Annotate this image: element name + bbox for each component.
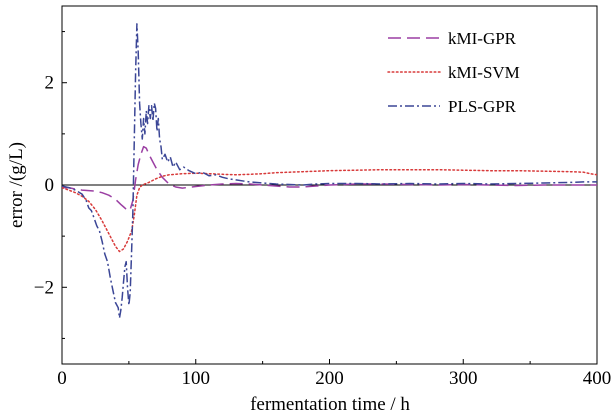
series-line-kmi-svm	[62, 168, 597, 253]
x-tick-label: 300	[449, 368, 478, 389]
x-tick-label: 200	[315, 368, 344, 389]
y-tick-label: 2	[45, 73, 55, 94]
series-line-kmi-gpr	[62, 145, 597, 212]
y-axis: −2 0 2	[34, 31, 67, 339]
y-tick-label: 0	[45, 175, 55, 196]
series-layer	[62, 23, 597, 319]
series-line-pls-gpr	[62, 23, 597, 319]
legend-label: PLS-GPR	[448, 97, 517, 116]
x-tick-label: 0	[57, 368, 67, 389]
x-axis: 0 100 200 300 400	[57, 359, 611, 389]
y-tick-label: −2	[34, 277, 54, 298]
legend-label: kMI-GPR	[448, 29, 517, 48]
y-axis-title: error /(g/L)	[6, 142, 27, 228]
legend: kMI-GPR kMI-SVM PLS-GPR	[387, 29, 520, 116]
x-axis-title: fermentation time / h	[250, 394, 410, 414]
x-tick-label: 100	[182, 368, 211, 389]
legend-label: kMI-SVM	[448, 63, 520, 82]
x-tick-label: 400	[583, 368, 612, 389]
